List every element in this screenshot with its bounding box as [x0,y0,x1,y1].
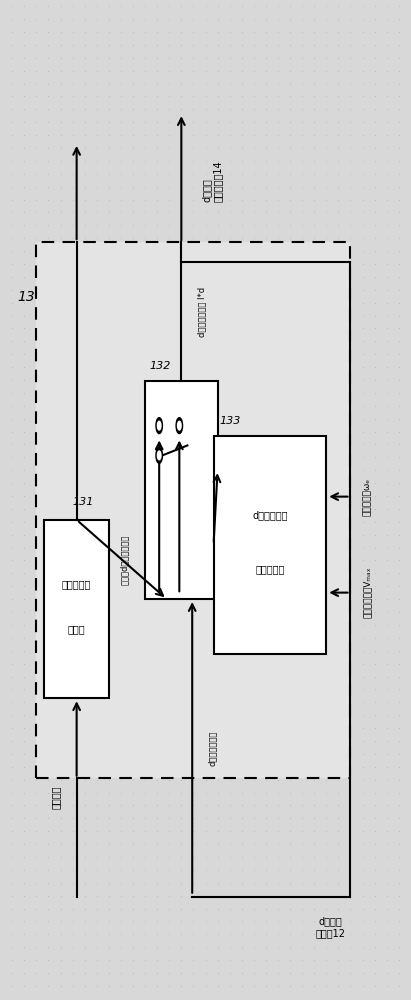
Text: d轴电流运算值: d轴电流运算值 [208,730,217,766]
Circle shape [156,447,162,463]
Text: 132: 132 [149,361,171,371]
Bar [37,242,351,778]
Circle shape [176,418,182,434]
Circle shape [157,451,161,460]
Text: 电流指令値: 电流指令値 [62,579,91,589]
Text: 电气角速度ωₑ: 电气角速度ωₑ [363,478,372,516]
Text: 任意的d轴电流设定值: 任意的d轴电流设定值 [120,534,129,585]
Circle shape [156,418,162,434]
Text: 设定输入: 设定输入 [51,786,60,809]
Text: d轴电流指令: d轴电流指令 [252,510,288,520]
Bar [214,436,326,654]
Bar [145,381,217,599]
Text: 最大线同电压Vₘₐₓ: 最大线同电压Vₘₐₓ [363,567,372,618]
Text: 133: 133 [219,416,241,426]
Text: 13: 13 [17,290,35,304]
Text: 131: 131 [72,497,93,507]
Bar [44,520,109,698]
Circle shape [178,421,181,430]
Text: d轴电流
运算部12: d轴电流 运算部12 [315,916,345,938]
Circle shape [157,421,161,430]
Text: 设定部: 设定部 [68,624,85,634]
Text: d轴电流
偏差运算部14: d轴电流 偏差运算部14 [201,161,223,202]
Text: 选择处理部: 选择处理部 [255,564,284,574]
Text: d轴电流指令值 I*d: d轴电流指令值 I*d [197,287,206,337]
